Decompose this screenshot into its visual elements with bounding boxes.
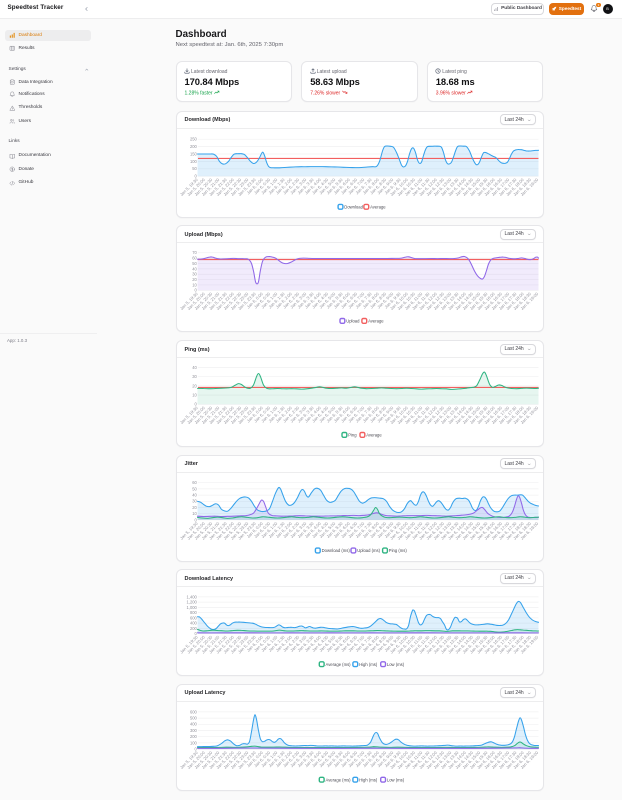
svg-text:50: 50	[192, 486, 197, 491]
svg-text:200: 200	[189, 144, 197, 149]
svg-text:200: 200	[189, 734, 197, 739]
svg-text:1,000: 1,000	[186, 605, 197, 610]
svg-text:400: 400	[189, 721, 197, 726]
svg-text:Ping: Ping	[348, 433, 357, 438]
svg-text:600: 600	[189, 709, 197, 714]
svg-text:50: 50	[192, 261, 197, 266]
svg-text:70: 70	[192, 250, 197, 255]
svg-text:60: 60	[192, 256, 197, 261]
svg-text:Upload: Upload	[346, 319, 360, 324]
svg-text:60: 60	[192, 480, 197, 485]
svg-text:40: 40	[192, 492, 197, 497]
svg-text:20: 20	[192, 383, 197, 388]
svg-text:Download (ms): Download (ms)	[321, 548, 350, 553]
svg-text:10: 10	[192, 282, 197, 287]
svg-text:0: 0	[194, 402, 197, 407]
svg-text:500: 500	[189, 715, 197, 720]
svg-text:Average (ms): Average (ms)	[325, 777, 351, 782]
svg-text:Low (ms): Low (ms)	[386, 777, 404, 782]
svg-text:High (ms): High (ms)	[359, 777, 378, 782]
svg-text:Ping (ms): Ping (ms)	[388, 548, 407, 553]
svg-text:400: 400	[189, 621, 197, 626]
svg-text:250: 250	[189, 136, 197, 141]
svg-text:20: 20	[192, 277, 197, 282]
svg-text:0: 0	[194, 631, 197, 636]
svg-text:50: 50	[192, 166, 197, 171]
svg-text:1,200: 1,200	[186, 600, 197, 605]
svg-text:10: 10	[192, 393, 197, 398]
svg-text:Average: Average	[370, 204, 386, 209]
svg-text:200: 200	[189, 626, 197, 631]
svg-text:0: 0	[194, 173, 197, 178]
svg-text:300: 300	[189, 727, 197, 732]
svg-text:1,400: 1,400	[186, 594, 197, 599]
svg-text:100: 100	[189, 158, 197, 163]
svg-text:40: 40	[192, 365, 197, 370]
svg-text:40: 40	[192, 266, 197, 271]
svg-text:30: 30	[192, 272, 197, 277]
svg-text:0: 0	[194, 517, 197, 522]
svg-text:30: 30	[192, 374, 197, 379]
svg-text:600: 600	[189, 615, 197, 620]
svg-text:100: 100	[189, 740, 197, 745]
svg-text:Download: Download	[344, 204, 363, 209]
svg-text:20: 20	[192, 504, 197, 509]
svg-text:10: 10	[192, 511, 197, 516]
svg-text:Average: Average	[368, 319, 384, 324]
svg-text:0: 0	[194, 288, 197, 293]
svg-text:Average: Average	[366, 433, 382, 438]
svg-text:150: 150	[189, 151, 197, 156]
svg-text:0: 0	[194, 746, 197, 751]
svg-text:30: 30	[192, 498, 197, 503]
svg-text:High (ms): High (ms)	[359, 662, 378, 667]
svg-text:800: 800	[189, 610, 197, 615]
svg-text:Upload (ms): Upload (ms)	[357, 548, 380, 553]
svg-text:Low (ms): Low (ms)	[386, 662, 404, 667]
svg-text:Average (ms): Average (ms)	[325, 662, 351, 667]
